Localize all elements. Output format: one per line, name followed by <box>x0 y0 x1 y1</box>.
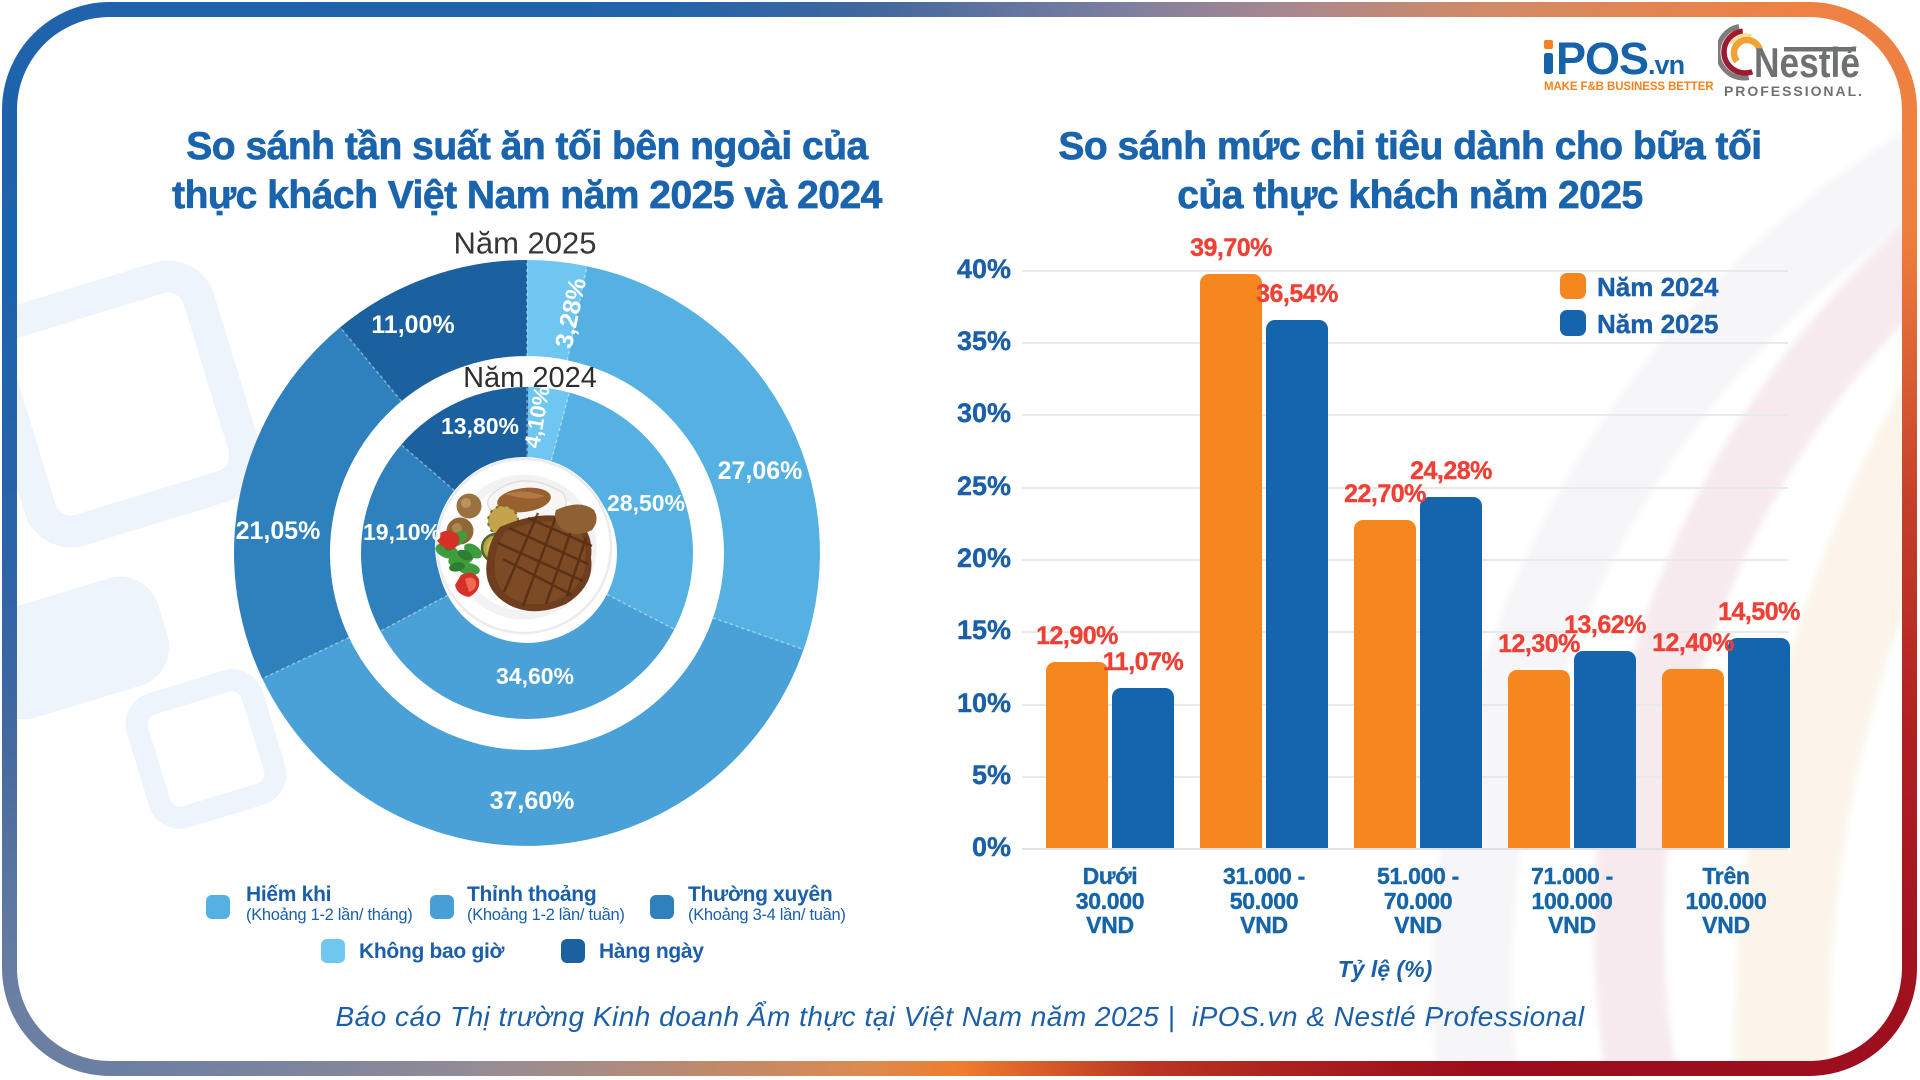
svg-text:Nestlé: Nestlé <box>1754 39 1860 86</box>
svg-text:Năm 2024: Năm 2024 <box>463 362 597 394</box>
svg-text:Năm 2025: Năm 2025 <box>453 226 596 261</box>
svg-text:27,06%: 27,06% <box>718 457 803 485</box>
svg-text:28,50%: 28,50% <box>607 490 685 516</box>
svg-text:11,00%: 11,00% <box>371 311 454 339</box>
svg-text:PROFESSIONAL.: PROFESSIONAL. <box>1724 83 1864 96</box>
svg-text:19,10%: 19,10% <box>363 519 441 545</box>
svg-text:13,80%: 13,80% <box>441 413 519 439</box>
svg-text:21,05%: 21,05% <box>236 517 321 545</box>
svg-text:37,60%: 37,60% <box>490 787 575 815</box>
svg-text:34,60%: 34,60% <box>496 663 574 689</box>
